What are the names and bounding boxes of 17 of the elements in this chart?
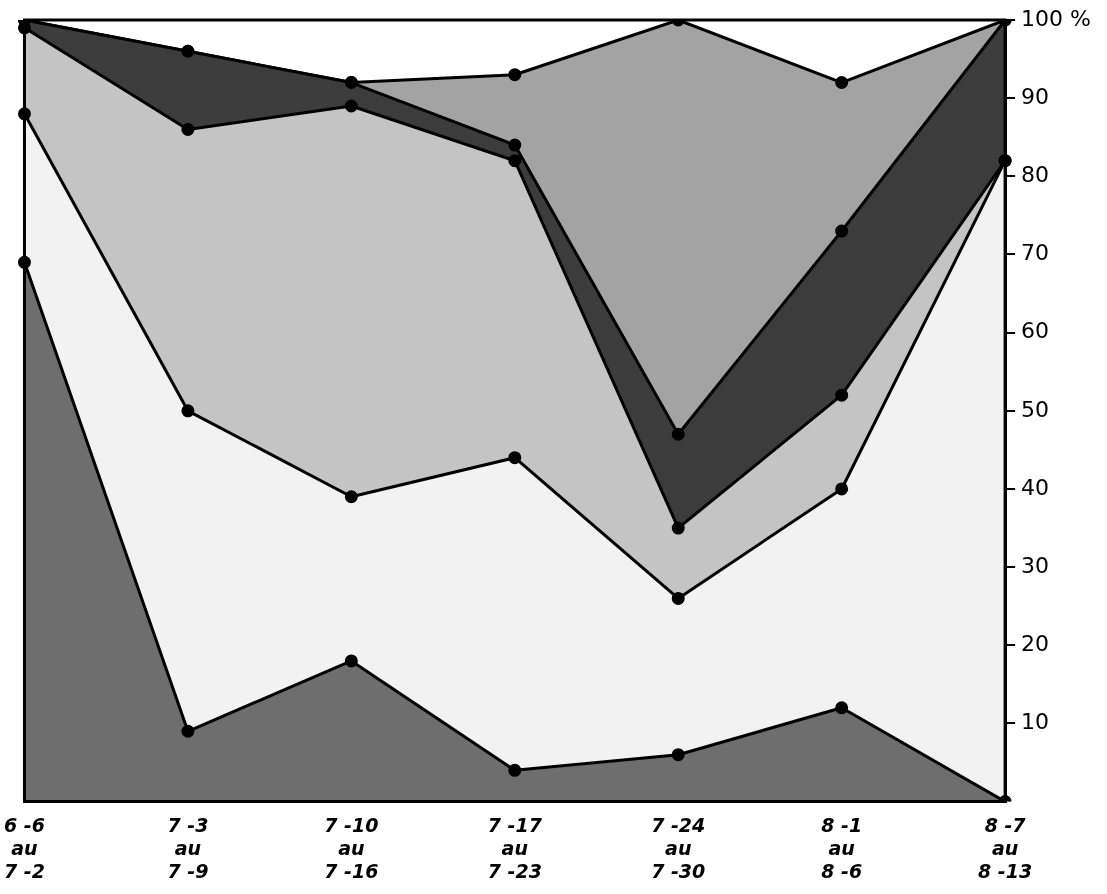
x-tick-label: 7 -10 au 7 -16: [324, 813, 379, 882]
y-tick-label: 80: [1021, 162, 1050, 188]
y-tick-label: 20: [1021, 631, 1050, 656]
y-tick-label: 50: [1021, 396, 1050, 422]
y-tick-label: 90: [1021, 83, 1050, 109]
x-tick-label: 7 -24 au 7 -30: [651, 813, 706, 882]
y-tick-label: 10: [1021, 709, 1050, 735]
y-tick-label: 30: [1021, 552, 1050, 578]
x-tick-label: 7 -3 au 7 -9: [167, 813, 209, 882]
y-tick-label: 40: [1021, 474, 1050, 500]
x-tick-label: 8 -7 au 8 -13: [978, 813, 1033, 882]
x-tick-label: 6 -6 au 7 -2: [3, 813, 45, 882]
y-tick-label: 60: [1021, 318, 1050, 344]
x-tick-label: 7 -17 au 7 -23: [487, 813, 543, 882]
x-tick-label: 8 -1 au 8 -6: [821, 813, 863, 882]
y-tick-label: 70: [1021, 240, 1050, 266]
y-tick-label: 100 %: [1021, 5, 1091, 31]
